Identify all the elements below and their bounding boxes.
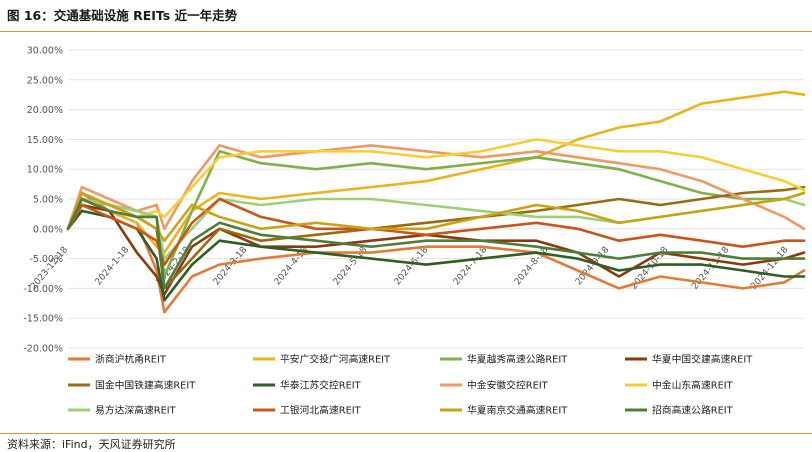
y-axis-ticks: -20.00% -15.00% -10.00% -5.00% 0.00% 5.00% 10.… (23, 46, 63, 355)
legend-label: 浙商沪杭甬REIT (95, 353, 167, 366)
legend: 浙商沪杭甬REIT 平安广交投广河高速REIT 华夏越秀高速公路REIT 华夏中国交建… (68, 353, 753, 417)
legend-label: 华夏越秀高速公路REIT (467, 353, 568, 366)
y-tick-label: 15.00% (27, 135, 63, 146)
series-line (66, 191, 806, 242)
series-line (66, 203, 806, 296)
legend-label: 中金山东高速REIT (652, 379, 734, 392)
title-rule (0, 31, 812, 32)
x-tick-label: 2024-7-18 (452, 245, 490, 287)
y-tick-label: 0.00% (33, 224, 63, 235)
y-tick-label: -5.00% (29, 254, 63, 265)
y-tick-label: -20.00% (23, 344, 63, 355)
x-tick-label: 2024-5-18 (332, 245, 370, 287)
legend-label: 华泰江苏交控REIT (280, 379, 362, 392)
gridlines (68, 49, 804, 349)
legend-label: 招商高速公路REIT (652, 404, 734, 417)
series-line (66, 144, 806, 231)
y-tick-label: -10.00% (23, 284, 63, 295)
source-rule (0, 433, 812, 434)
legend-label: 中金安徽交控REIT (467, 379, 549, 392)
y-tick-label: 30.00% (27, 46, 63, 57)
source-note: 资料来源：iFind，天风证券研究所 (7, 438, 176, 451)
x-tick-label: 2024-6-18 (393, 245, 431, 287)
series-line (66, 138, 806, 231)
y-tick-label: 25.00% (27, 75, 63, 86)
legend-label: 平安广交投广河高速REIT (280, 353, 391, 366)
figure-title: 图 16：交通基础设施 REITs 近一年走势 (7, 8, 238, 23)
series-line (66, 197, 806, 290)
series-line (66, 209, 806, 302)
y-tick-label: -15.00% (23, 314, 63, 325)
legend-label: 易方达深高速REIT (95, 404, 177, 417)
y-tick-label: 5.00% (33, 195, 63, 206)
line-chart: -20.00% -15.00% -10.00% -5.00% 0.00% 5.00% 10.… (23, 46, 806, 417)
legend-label: 华夏南京交通高速REIT (467, 404, 568, 417)
x-tick-label: 2024-1-18 (94, 245, 132, 287)
series-lines (66, 90, 806, 314)
y-tick-label: 10.00% (27, 165, 63, 176)
legend-label: 国金中国铁建高速REIT (95, 379, 196, 392)
series-line (66, 90, 806, 254)
y-tick-label: 20.00% (27, 105, 63, 116)
legend-label: 华夏中国交建高速REIT (652, 353, 753, 366)
legend-label: 工银河北高速REIT (280, 404, 362, 417)
